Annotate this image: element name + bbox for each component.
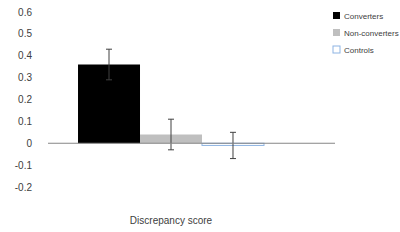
x-axis [48,143,335,144]
y-tick-label: 0 [26,138,32,149]
error-cap [230,158,236,159]
bars [78,49,264,158]
error-bar [230,132,236,158]
error-cap [106,79,112,80]
error-cap [230,132,236,133]
error-cap [168,149,174,150]
legend-swatch [333,46,340,53]
x-tick-label: Discrepancy score [130,215,213,226]
legend-swatch [333,29,340,36]
y-tick-label: 0.1 [18,116,32,127]
y-tick-label: 0.6 [18,7,32,18]
legend-swatch [333,12,340,19]
error-stem [109,49,110,80]
error-stem [171,119,172,150]
y-tick-label: -0.1 [15,160,33,171]
y-tick-label: 0.4 [18,50,32,61]
error-bar [106,49,112,80]
error-cap [168,119,174,120]
chart: -0.2 -0.1 0 0.1 0.2 0.3 0.4 0.5 0.6 Discrepancy s… [0,0,400,232]
error-bar [168,119,174,150]
y-tick-label: -0.2 [15,182,33,193]
legend-label: Controls [344,46,374,55]
y-tick-label: 0.2 [18,94,32,105]
error-stem [232,132,233,158]
y-tick-label: 0.5 [18,28,32,39]
legend-label: Converters [344,12,383,21]
error-cap [106,49,112,50]
legend-label: Non-converters [344,29,399,38]
y-tick-label: 0.3 [18,72,32,83]
